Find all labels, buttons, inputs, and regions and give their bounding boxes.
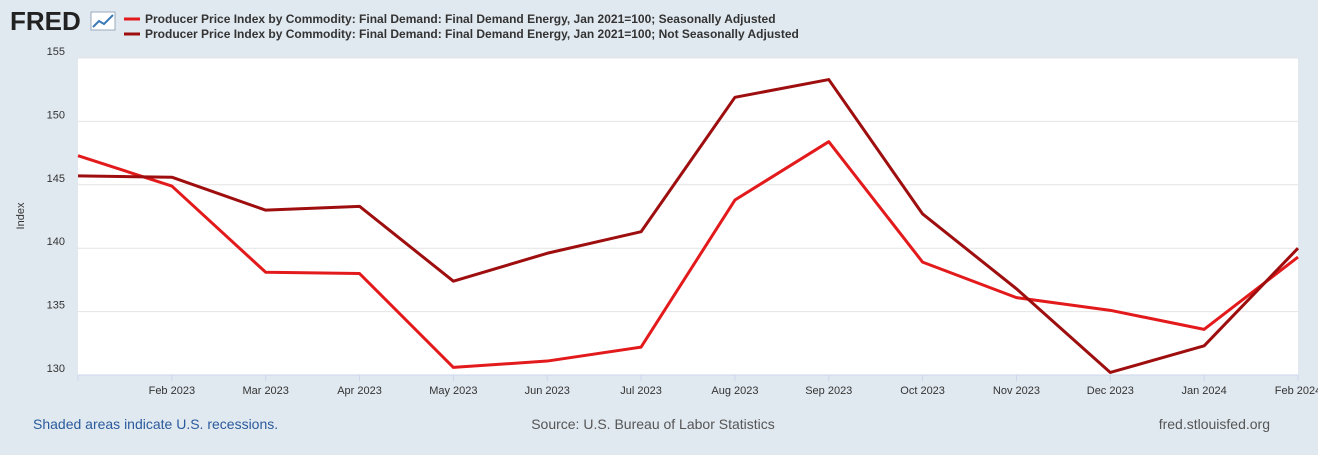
logo[interactable]: FRED [10, 6, 81, 36]
x-tick-label: Nov 2023 [993, 385, 1040, 397]
x-tick-label: Oct 2023 [900, 385, 945, 397]
x-tick-label: Jul 2023 [620, 385, 662, 397]
y-tick-label: 150 [47, 109, 65, 121]
x-tick-label: Feb 2023 [149, 385, 195, 397]
y-tick-label: 145 [47, 173, 65, 185]
recession-note[interactable]: Shaded areas indicate U.S. recessions. [33, 416, 278, 432]
x-tick-label: Dec 2023 [1087, 385, 1134, 397]
y-tick-label: 130 [47, 363, 65, 375]
site-link[interactable]: fred.stlouisfed.org [1159, 416, 1270, 432]
x-tick-label: May 2023 [429, 385, 477, 397]
x-tick-label: Aug 2023 [711, 385, 758, 397]
series-line [77, 78, 1300, 374]
y-tick-label: 140 [47, 236, 65, 248]
x-tick-label: Apr 2023 [337, 385, 382, 397]
x-tick-label: Mar 2023 [242, 385, 288, 397]
series-line [77, 140, 1299, 369]
y-axis-label: Index [15, 202, 27, 229]
y-tick-label: 155 [47, 46, 65, 58]
source: Source: U.S. Bureau of Labor Statistics [531, 416, 775, 432]
x-tick-label: Sep 2023 [805, 385, 852, 397]
y-tick-label: 135 [47, 300, 65, 312]
x-tick-label: Jan 2024 [1182, 385, 1227, 397]
x-tick-label: Feb 2024 [1275, 385, 1318, 397]
legend-label: Producer Price Index by Commodity: Final… [145, 27, 799, 41]
x-tick-label: Jun 2023 [525, 385, 570, 397]
plot-area [78, 58, 1298, 375]
legend-label: Producer Price Index by Commodity: Final… [145, 12, 776, 26]
logo-icon [90, 11, 116, 31]
